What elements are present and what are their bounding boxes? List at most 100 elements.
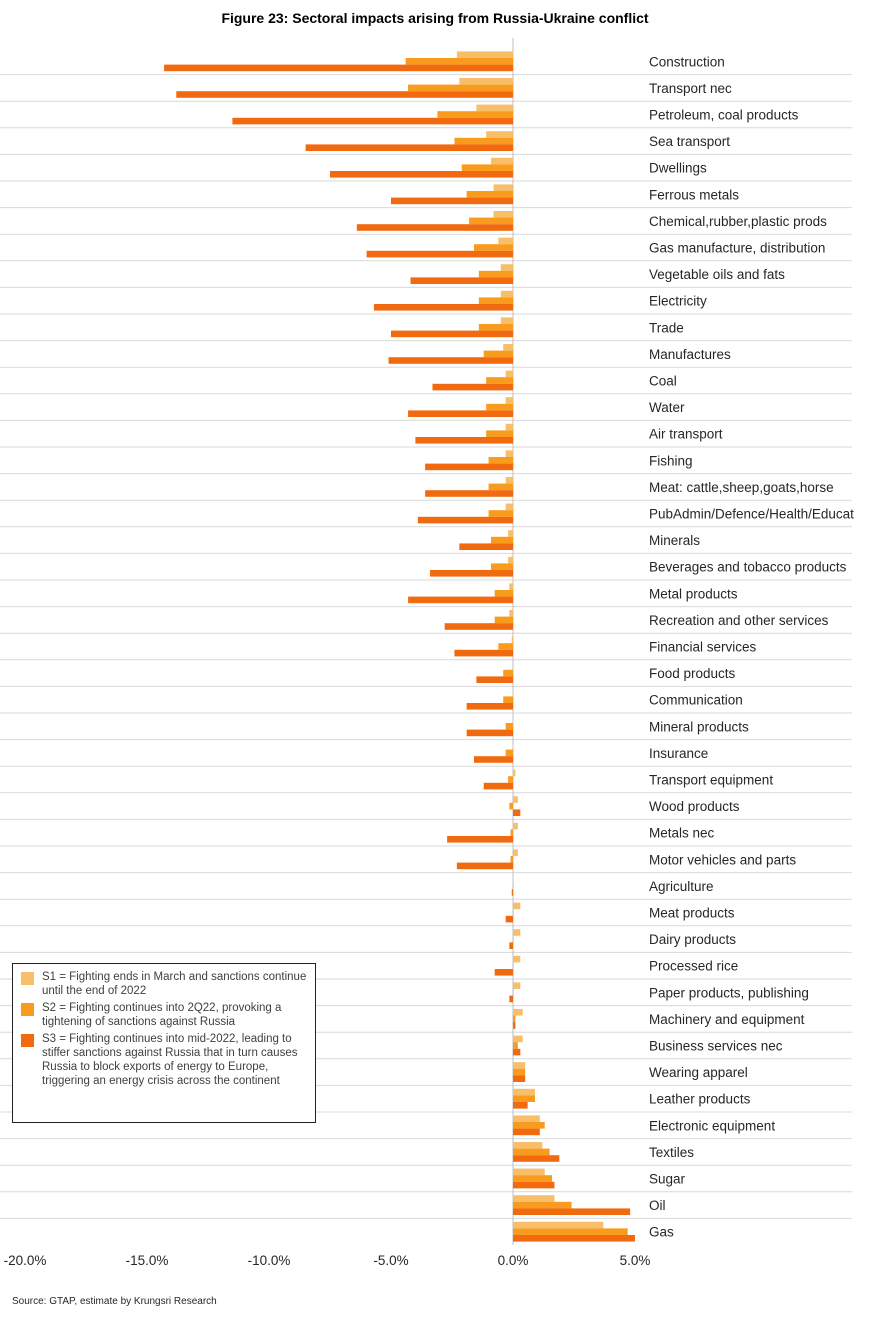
category-label: Meat: cattle,sheep,goats,horse [649,480,834,495]
bar-s2-15 [486,430,513,437]
bar-s3-14 [408,410,513,417]
bar-s3-11 [391,330,513,338]
bar-s1-17 [505,477,513,484]
bar-s1-6 [493,184,513,191]
bar-s1-33 [513,902,521,910]
bar-s2-3 [437,111,513,118]
bar-s2-27 [505,749,513,757]
category-label: Mineral products [649,719,749,734]
category-label: Wood products [649,799,740,814]
bar-s3-45 [513,1235,635,1242]
bar-s1-43 [513,1168,545,1176]
bar-s2-45 [513,1228,628,1235]
category-label: Recreation and other services [649,613,829,628]
bar-s1-8 [498,237,513,245]
bar-s2-21 [494,590,513,597]
category-label: Transport nec [649,81,732,96]
bar-s3-40 [513,1102,528,1109]
bar-s1-35 [513,955,521,963]
bar-s1-9 [500,264,513,271]
bar-s2-13 [486,377,513,384]
bar-s2-34 [513,935,514,943]
bar-s2-17 [488,483,513,491]
x-tick-label: -15.0% [126,1253,169,1268]
category-label: Coal [649,374,677,389]
bar-s2-14 [486,403,513,411]
category-labels: Construction Transport nec Petroleum, coal… [649,54,854,1239]
category-label: Business services nec [649,1039,783,1054]
bar-s3-3 [232,117,513,125]
x-tick-label: -20.0% [4,1253,47,1268]
category-label: Motor vehicles and parts [649,852,796,867]
category-label: Chemical,rubber,plastic prods [649,214,827,229]
category-label: Meat products [649,906,735,921]
category-label: Beverages and tobacco products [649,560,847,575]
legend-swatch-s2 [21,1003,34,1016]
bar-s2-10 [478,297,513,304]
bar-s3-18 [417,516,513,524]
legend-label-s2: S2 = Fighting continues into 2Q22, provo… [42,1002,282,1028]
bar-s3-36 [509,995,513,1003]
bar-s3-23 [454,649,513,657]
category-label: Metals nec [649,826,715,841]
category-label: Ferrous metals [649,187,739,202]
bar-s2-37 [513,1015,516,1023]
bar-s3-4 [305,144,513,151]
bar-s1-30 [513,822,518,830]
category-label: Oil [649,1198,666,1213]
bar-s1-29 [513,796,518,803]
category-label: Leather products [649,1092,751,1107]
bar-s1-39 [513,1062,526,1069]
bar-s3-38 [513,1048,521,1056]
bar-s3-29 [513,809,521,816]
bar-s3-43 [513,1181,555,1189]
bar-s3-24 [476,676,513,683]
x-tick-labels: -20.0% -15.0% -10.0% -5.0% 0.0% 5.0% [4,1253,651,1268]
bar-s2-42 [513,1148,550,1156]
category-label: Paper products, publishing [649,985,809,1000]
bar-s2-9 [478,270,513,278]
bar-s3-28 [483,782,513,790]
bar-s1-42 [513,1142,543,1149]
bar-s2-5 [461,164,513,171]
bar-s1-5 [491,157,513,165]
bar-s3-19 [459,543,513,550]
legend-label-s1: S1 = Fighting ends in March and sanction… [42,971,307,997]
bar-s1-27 [513,743,514,750]
x-tick-label: 5.0% [620,1253,651,1268]
bar-s2-36 [513,989,514,996]
bar-s1-45 [513,1221,604,1229]
category-label: Minerals [649,533,700,548]
bar-s1-26 [513,716,514,723]
category-label: Sugar [649,1172,686,1187]
bar-s1-23 [511,636,513,644]
bar-s2-30 [510,829,513,836]
bar-s3-20 [430,570,513,577]
category-label: Transport equipment [649,773,773,788]
bar-s1-10 [500,290,513,298]
category-label: Food products [649,666,736,681]
category-label: Gas [649,1225,674,1240]
bar-s2-19 [491,536,513,544]
bar-s3-26 [466,729,513,737]
category-label: Manufactures [649,347,731,362]
bar-s1-16 [505,450,513,457]
legend-item-s1: S1 = Fighting ends in March and sanction… [21,970,309,998]
bar-s2-22 [494,616,513,624]
category-label: Financial services [649,640,757,655]
category-label: Trade [649,320,684,335]
bar-s1-15 [505,423,513,431]
bar-s2-1 [405,58,513,65]
bar-s3-44 [513,1208,631,1215]
bar-s3-21 [408,596,513,604]
bar-s1-22 [509,610,513,617]
bar-s2-29 [509,802,513,810]
bar-s1-3 [476,104,513,112]
bar-s2-43 [513,1175,553,1182]
bar-s1-1 [456,51,513,58]
bar-s1-7 [493,211,513,218]
legend-item-s2: S2 = Fighting continues into 2Q22, provo… [21,1001,309,1029]
bar-s2-20 [491,563,513,570]
bar-s1-40 [513,1088,535,1096]
bar-s2-39 [513,1068,526,1076]
